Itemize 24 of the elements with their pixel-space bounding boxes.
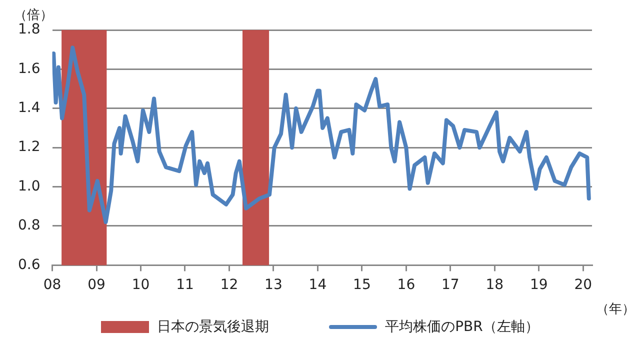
- x-tick-label: 19: [530, 277, 548, 294]
- x-tick-label: 11: [176, 277, 194, 294]
- x-tick-label: 15: [353, 277, 371, 294]
- legend-label: 平均株価のPBR（左軸）: [385, 318, 539, 336]
- y-tick-label: 0.6: [18, 256, 40, 273]
- y-tick-label: 1.0: [18, 178, 40, 194]
- x-tick-label: 17: [442, 277, 460, 294]
- x-tick-label: 12: [220, 277, 238, 294]
- y-tick-label: 1.6: [18, 60, 40, 77]
- x-tick-label: 14: [308, 277, 327, 294]
- y-tick-label: 1.8: [18, 22, 40, 38]
- y-tick-label: 1.4: [18, 100, 40, 116]
- legend-label: 日本の景気後退期: [157, 318, 270, 336]
- y-tick-label: 1.2: [18, 139, 40, 156]
- x-tick-label: 20: [574, 277, 592, 294]
- x-tick-label: 18: [486, 277, 504, 294]
- x-tick-label: 08: [43, 277, 62, 294]
- y-tick-label: 0.8: [18, 218, 40, 234]
- x-axis-title: （年）: [596, 301, 635, 318]
- x-tick-label: 13: [264, 277, 282, 294]
- y-axis-title: （倍）: [14, 7, 53, 23]
- x-tick-label: 10: [132, 277, 150, 294]
- x-tick-label: 16: [397, 277, 416, 294]
- x-tick-label: 09: [88, 277, 106, 294]
